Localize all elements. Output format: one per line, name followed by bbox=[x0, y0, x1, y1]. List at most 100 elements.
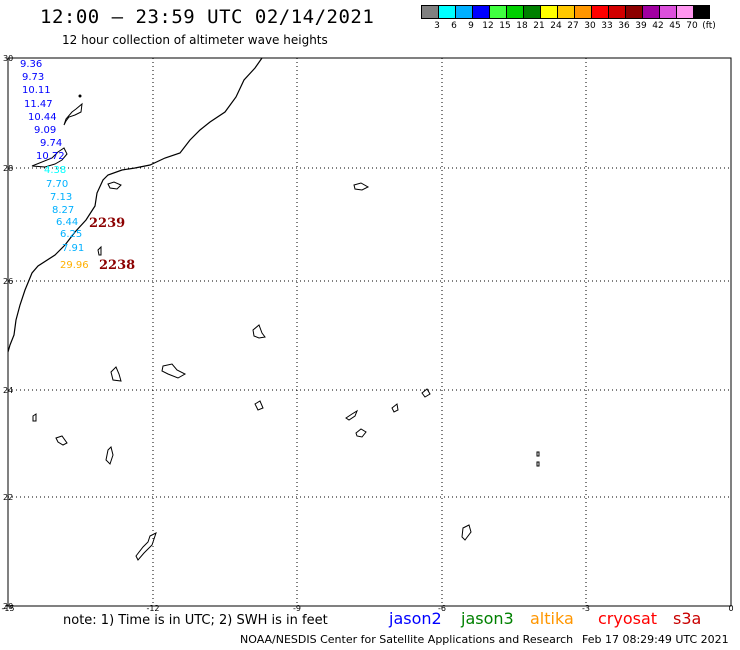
map-frame bbox=[7, 57, 732, 607]
island-13 bbox=[55, 435, 68, 446]
wave-height-value: 7.70 bbox=[46, 179, 68, 190]
color-scale-swatch bbox=[523, 5, 540, 19]
color-scale bbox=[421, 5, 710, 19]
color-scale-label: 70 bbox=[686, 21, 698, 31]
color-scale-swatch bbox=[625, 5, 642, 19]
color-scale-label: 18 bbox=[516, 21, 528, 31]
color-scale-swatch bbox=[540, 5, 557, 19]
island-porto-santo bbox=[78, 94, 82, 98]
wave-height-value: 10.72 bbox=[36, 151, 65, 162]
satellite-legend-item: jason2 bbox=[389, 609, 442, 628]
satellite-legend-item: cryosat bbox=[598, 609, 658, 628]
wave-height-value: 6.44 bbox=[56, 217, 78, 228]
wave-height-value: 9.09 bbox=[34, 125, 56, 136]
island-madeira bbox=[63, 102, 83, 126]
longitude-label: -9 bbox=[293, 604, 301, 613]
color-scale-label: 12 bbox=[482, 21, 494, 31]
latitude-label: 28 bbox=[3, 164, 13, 173]
wave-height-value: 9.36 bbox=[20, 59, 42, 70]
color-scale-swatch bbox=[421, 5, 438, 19]
longitude-label: -15 bbox=[1, 604, 14, 613]
satellite-legend-item: jason3 bbox=[461, 609, 514, 628]
latitude-label: 24 bbox=[3, 386, 13, 395]
wave-height-value: 7.13 bbox=[50, 192, 72, 203]
color-scale-label: 39 bbox=[635, 21, 647, 31]
orbit-track-label: 2238 bbox=[99, 258, 135, 273]
wave-height-value: 4.38 bbox=[44, 165, 66, 176]
color-scale-swatch bbox=[438, 5, 455, 19]
page-title: 12:00 — 23:59 UTC 02/14/2021 bbox=[40, 6, 375, 28]
color-scale-labels: 3 6 9 12 15 18 21 24 27 30 33 36 39 42 45 70 (ft) bbox=[421, 21, 740, 33]
page-subtitle: 12 hour collection of altimeter wave hei… bbox=[62, 33, 328, 47]
color-scale-swatch bbox=[489, 5, 506, 19]
orbit-track-label: 2239 bbox=[89, 216, 125, 231]
footnote: note: 1) Time is in UTC; 2) SWH is in fe… bbox=[63, 613, 328, 628]
latitude-label: 22 bbox=[3, 493, 13, 502]
color-scale-label: 45 bbox=[669, 21, 681, 31]
color-scale-label: 36 bbox=[618, 21, 630, 31]
wave-height-value: 7.91 bbox=[62, 243, 84, 254]
latitude-label: 26 bbox=[3, 277, 13, 286]
map-gridlines bbox=[8, 58, 731, 606]
color-scale-swatch bbox=[506, 5, 523, 19]
island-12 bbox=[32, 413, 37, 422]
island-9 bbox=[391, 403, 399, 413]
wave-height-value: 6.25 bbox=[60, 229, 82, 240]
island-18 bbox=[135, 532, 157, 561]
wave-height-readings: 9.36 9.73 10.11 11.47 10.44 9.09 9.74 10.72 4.38… bbox=[20, 59, 89, 271]
color-scale-label: 42 bbox=[652, 21, 664, 31]
satellite-legend-item: s3a bbox=[673, 609, 702, 628]
african-coastline bbox=[7, 57, 263, 353]
color-scale-label: 3 bbox=[434, 21, 440, 31]
color-scale-swatch bbox=[693, 5, 710, 19]
latitude-label: 30 bbox=[3, 54, 13, 63]
color-scale-swatch bbox=[557, 5, 574, 19]
color-scale-swatch bbox=[676, 5, 693, 19]
longitude-label: -3 bbox=[582, 604, 590, 613]
wave-height-value: 9.73 bbox=[22, 72, 44, 83]
wave-height-value: 11.47 bbox=[24, 99, 53, 110]
wave-height-value: 10.11 bbox=[22, 85, 51, 96]
color-scale-label: 30 bbox=[584, 21, 596, 31]
island-7 bbox=[254, 400, 264, 411]
color-scale-label: 21 bbox=[533, 21, 545, 31]
wave-height-value: 29.96 bbox=[60, 260, 89, 271]
wave-height-value: 8.27 bbox=[52, 205, 74, 216]
island-6 bbox=[110, 366, 122, 382]
map-axis-labels: 30 28 26 24 22 20-15 -12 -9 -6 -3 0 bbox=[1, 54, 733, 613]
color-scale-swatch bbox=[591, 5, 608, 19]
coast-headland bbox=[31, 147, 68, 168]
color-scale-label: 24 bbox=[550, 21, 562, 31]
island-1 bbox=[107, 181, 122, 190]
color-scale-swatch bbox=[608, 5, 625, 19]
wave-height-value: 10.44 bbox=[28, 112, 57, 123]
credit-line: NOAA/NESDIS Center for Satellite Applica… bbox=[240, 633, 574, 646]
color-scale-label: 33 bbox=[601, 21, 613, 31]
color-scale-label: 27 bbox=[567, 21, 579, 31]
color-scale-swatch bbox=[472, 5, 489, 19]
island-4 bbox=[252, 324, 266, 339]
island-11 bbox=[355, 428, 367, 438]
satellite-legend-item: altika bbox=[530, 609, 574, 628]
color-scale-swatch bbox=[455, 5, 472, 19]
color-scale-swatch bbox=[659, 5, 676, 19]
longitude-label: -12 bbox=[146, 604, 159, 613]
wave-height-value: 9.74 bbox=[40, 138, 62, 149]
latitude-label: 20 bbox=[3, 602, 13, 611]
island-10 bbox=[345, 409, 359, 421]
longitude-label: 0 bbox=[728, 604, 733, 613]
color-scale-label: 6 bbox=[451, 21, 457, 31]
island-5 bbox=[161, 363, 187, 379]
island-15 bbox=[536, 451, 540, 457]
color-scale-swatch bbox=[642, 5, 659, 19]
orbit-track-labels: 2239 2238 bbox=[89, 216, 135, 273]
island-16 bbox=[536, 461, 540, 467]
color-scale-label: (ft) bbox=[702, 21, 716, 31]
island-17 bbox=[461, 524, 472, 541]
island-3 bbox=[97, 245, 102, 256]
island-2 bbox=[353, 182, 370, 191]
generated-timestamp: Feb 17 08:29:49 UTC 2021 bbox=[582, 633, 729, 646]
color-scale-label: 15 bbox=[499, 21, 511, 31]
island-8 bbox=[421, 388, 431, 398]
